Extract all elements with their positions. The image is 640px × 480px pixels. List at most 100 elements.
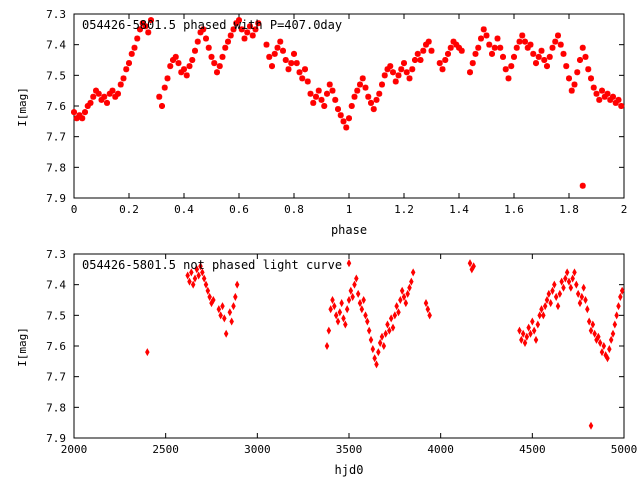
data-point xyxy=(247,23,253,30)
data-point xyxy=(387,326,392,335)
data-point xyxy=(417,57,424,63)
data-point xyxy=(497,44,504,51)
y-axis-label: I[mag] xyxy=(16,327,29,367)
data-point xyxy=(225,38,231,45)
data-point xyxy=(98,96,105,103)
data-point xyxy=(533,60,539,67)
data-point xyxy=(230,26,237,33)
data-point xyxy=(516,38,523,45)
data-point xyxy=(588,421,594,430)
data-point xyxy=(500,53,506,60)
data-point xyxy=(255,20,262,27)
data-point xyxy=(357,81,363,88)
data-point xyxy=(513,44,520,51)
data-point xyxy=(607,345,612,354)
data-point xyxy=(524,332,530,341)
data-point xyxy=(425,38,432,45)
y-tick-label: 7.4 xyxy=(46,279,66,292)
data-point xyxy=(618,103,625,109)
data-point xyxy=(522,338,528,347)
data-point xyxy=(494,35,501,42)
data-point xyxy=(377,338,383,347)
data-point xyxy=(555,302,561,311)
data-point xyxy=(478,35,484,42)
data-point xyxy=(566,75,572,82)
data-point xyxy=(381,341,387,351)
data-point xyxy=(328,305,333,314)
data-point xyxy=(616,302,621,311)
data-point xyxy=(185,271,190,280)
data-point xyxy=(142,23,149,30)
plot-frame xyxy=(73,253,625,439)
data-point xyxy=(170,57,176,63)
data-point xyxy=(530,317,535,326)
data-point xyxy=(95,90,102,97)
data-point xyxy=(282,57,289,63)
data-point xyxy=(546,53,553,60)
data-point xyxy=(266,53,273,60)
data-point xyxy=(220,302,225,311)
x-tick-label: 2 xyxy=(621,203,628,216)
data-point xyxy=(148,17,154,24)
data-point xyxy=(527,41,534,48)
data-point xyxy=(425,305,431,314)
x-tick-label: 0 xyxy=(71,203,78,216)
x-tick-label: 4500 xyxy=(519,443,546,456)
data-point xyxy=(439,66,446,73)
data-point xyxy=(335,106,341,113)
data-point xyxy=(401,60,407,67)
data-point xyxy=(596,96,603,103)
data-point xyxy=(341,314,346,323)
data-point xyxy=(423,299,429,308)
data-point xyxy=(524,44,531,51)
data-point xyxy=(579,292,585,301)
data-point xyxy=(87,99,94,106)
data-point xyxy=(583,295,588,305)
x-tick-label: 2000 xyxy=(61,443,88,456)
data-point xyxy=(82,109,88,116)
data-point xyxy=(442,57,449,63)
data-point xyxy=(384,66,391,73)
data-point xyxy=(568,87,575,94)
data-point xyxy=(205,286,211,295)
data-point xyxy=(205,44,212,51)
data-point xyxy=(324,90,330,97)
data-point xyxy=(293,60,300,67)
data-point xyxy=(178,69,185,76)
data-point xyxy=(544,295,550,305)
data-point xyxy=(610,329,616,338)
data-point xyxy=(128,50,135,57)
data-point xyxy=(566,277,572,286)
data-point xyxy=(106,90,113,97)
data-point xyxy=(388,314,394,323)
data-point xyxy=(612,320,618,329)
data-point xyxy=(236,17,242,24)
data-point xyxy=(196,271,201,280)
data-point xyxy=(365,317,370,326)
y-tick-label: 7.8 xyxy=(46,401,66,414)
data-point xyxy=(181,66,187,73)
data-point xyxy=(505,75,512,82)
data-point xyxy=(385,320,390,329)
data-point xyxy=(137,26,143,33)
data-point xyxy=(201,274,207,283)
data-point xyxy=(203,35,209,42)
data-point xyxy=(351,93,358,100)
data-point xyxy=(354,274,359,283)
data-point xyxy=(519,335,524,344)
data-point xyxy=(469,60,476,67)
data-point xyxy=(445,50,451,57)
data-point xyxy=(343,124,350,131)
data-point xyxy=(112,93,119,100)
data-point xyxy=(333,311,339,320)
data-point xyxy=(533,335,539,344)
data-point xyxy=(585,66,592,73)
data-point xyxy=(368,99,374,106)
data-point xyxy=(241,35,248,42)
data-point xyxy=(145,348,150,357)
data-point xyxy=(399,286,405,295)
data-point xyxy=(405,289,410,298)
data-point xyxy=(549,44,556,51)
data-point xyxy=(285,66,292,73)
